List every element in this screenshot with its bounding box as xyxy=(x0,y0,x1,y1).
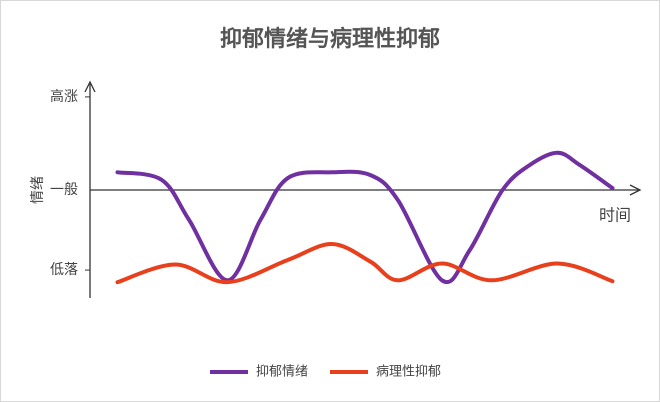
line xyxy=(115,241,615,285)
chart-title: 抑郁情绪与病理性抑郁 xyxy=(220,26,440,52)
legend-label: 病理性抑郁 xyxy=(376,365,441,380)
line xyxy=(115,150,615,285)
y-tick-label: 一般 xyxy=(50,182,78,198)
x-axis-label: 时间 xyxy=(599,206,631,225)
y-tick-label: 低落 xyxy=(50,262,78,278)
legend-label: 抑郁情绪 xyxy=(256,365,308,380)
y-arrow xyxy=(84,80,96,93)
y-axis-label: 情绪 xyxy=(30,176,46,204)
y-tick-label: 高涨 xyxy=(50,88,78,105)
